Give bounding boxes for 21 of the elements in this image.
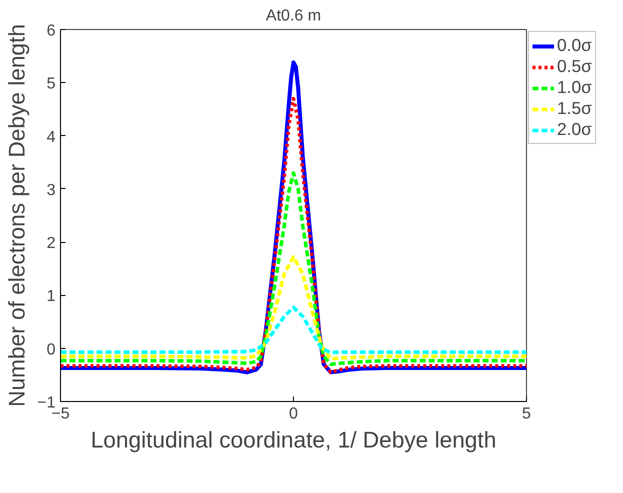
line-series (60, 306, 526, 354)
y-tick-label: 5 (46, 76, 56, 93)
legend-label: 1.5σ (557, 98, 592, 119)
y-tick-label: 1 (46, 288, 56, 306)
legend-label: 2.0σ (557, 119, 592, 140)
y-tick-label: −1 (37, 394, 56, 412)
y-tick-label: 3 (46, 182, 56, 199)
line-series (60, 255, 526, 361)
chart-title: At0.6 m (266, 8, 322, 24)
legend-label: 0.5σ (557, 56, 592, 77)
y-axis-title: Number of electrons per Debye length (3, 24, 30, 407)
y-tick-label: 6 (46, 22, 56, 40)
x-tick-label: 0 (289, 406, 298, 422)
y-tick-label: 2 (46, 235, 56, 252)
legend-label: 0.0σ (557, 35, 592, 56)
y-tick-label: 4 (46, 128, 56, 146)
line-series (60, 171, 526, 366)
x-axis-title: Longitudinal coordinate, 1/ Debye length (90, 426, 496, 452)
x-tick-label: 5 (522, 406, 532, 422)
y-tick-label: 0 (46, 341, 56, 358)
legend-label: 1.0σ (557, 77, 592, 98)
